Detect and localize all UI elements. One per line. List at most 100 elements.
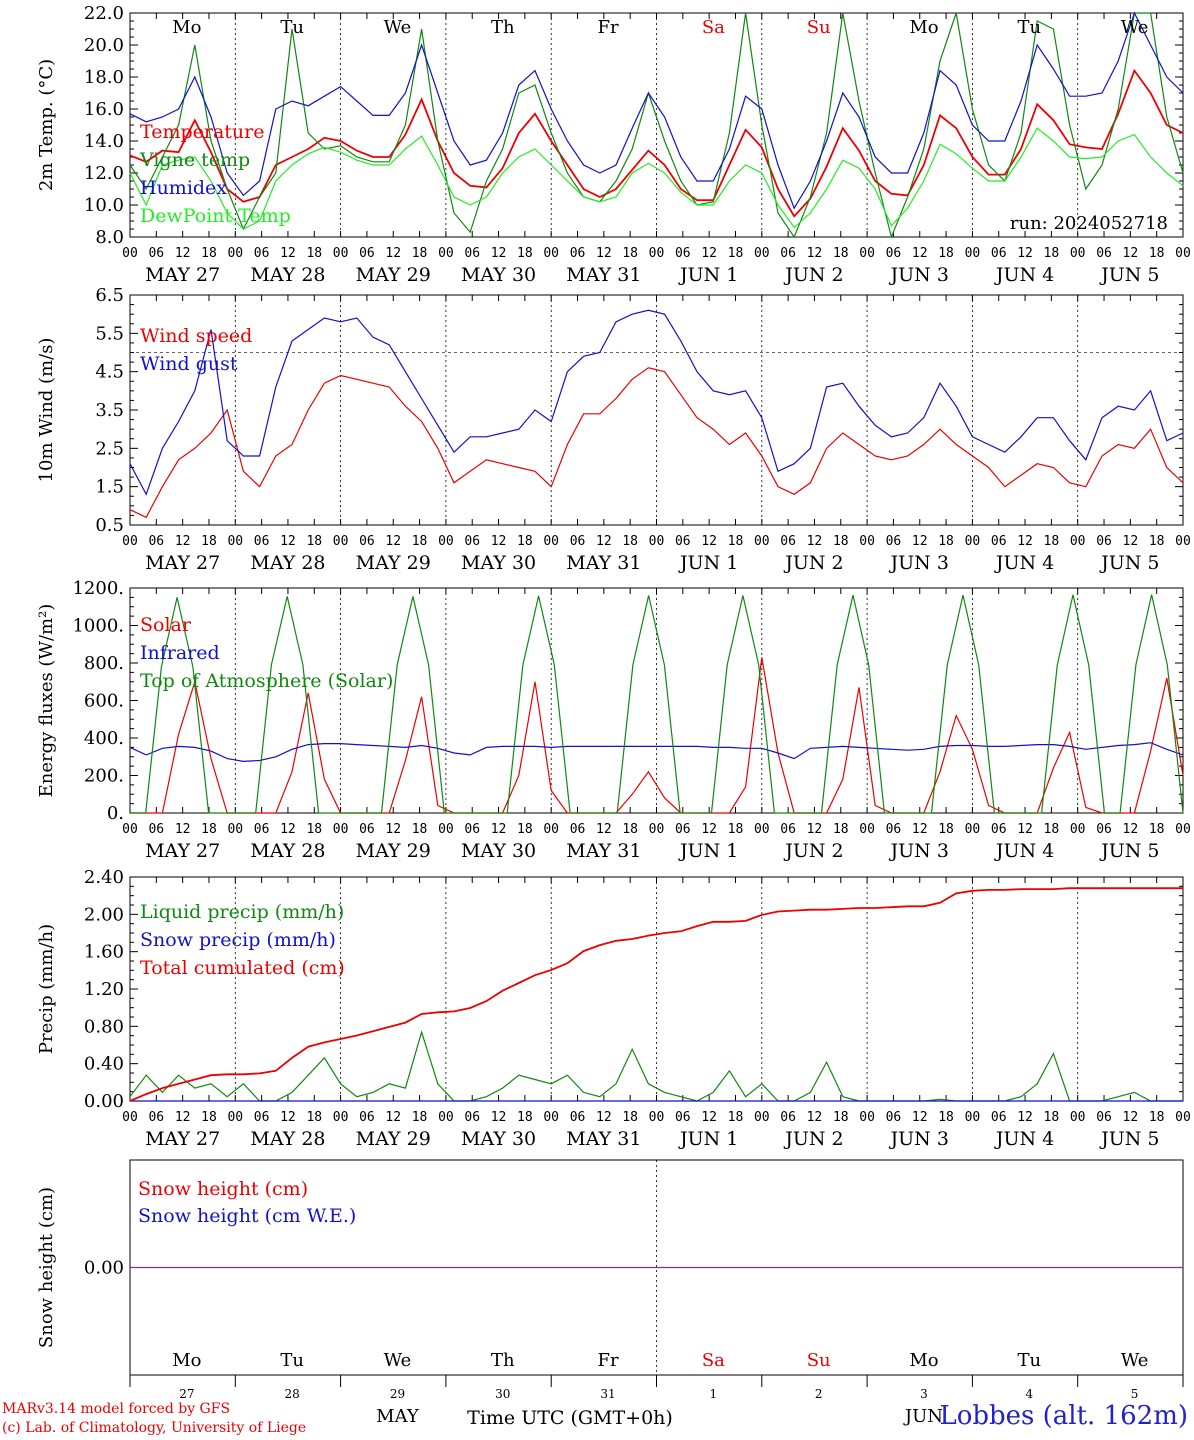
x-date-label: MAY 27 [145,264,220,286]
x-hour-label: 18 [306,534,322,549]
x-hour-label: 18 [1044,246,1060,261]
weekday-label: Su [807,1350,831,1371]
series-line-top-of-atmosphere-solar- [130,594,1184,814]
x-hour-label: 00 [1175,822,1191,837]
x-hour-label: 18 [938,1110,954,1125]
x-hour-label: 18 [306,822,322,837]
y-tick-label: 1.60 [84,942,124,963]
x-hour-label: 00 [1070,246,1086,261]
y-tick-label: 14.0 [84,131,124,152]
y-tick-label: 20.0 [84,35,124,56]
x-date-label: JUN 5 [1099,840,1159,862]
x-hour-label: 06 [1096,1110,1112,1125]
x-hour-label: 06 [991,822,1007,837]
weekday-label: Mo [909,17,938,38]
x-hour-label: 12 [807,1110,823,1125]
x-hour-label: 12 [385,1110,401,1125]
x-hour-label: 06 [780,1110,796,1125]
x-date-label: JUN 4 [994,552,1054,574]
legend-entry: Humidex [140,177,227,199]
x-date-label: MAY 31 [566,552,641,574]
x-hour-label: 06 [254,822,270,837]
x-hour-label: 06 [570,246,586,261]
y-tick-label: 8.0 [95,227,124,248]
x-hour-label: 18 [1149,534,1165,549]
x-hour-label: 18 [412,534,428,549]
x-hour-label: 00 [543,534,559,549]
y-axis-label: Snow height (cm) [36,1187,57,1348]
y-tick-label: 10.0 [84,195,124,216]
x-hour-label: 06 [780,246,796,261]
x-date-label: MAY 27 [145,552,220,574]
x-date-label: JUN 5 [1099,552,1159,574]
x-hour-label: 00 [122,822,138,837]
x-hour-label: 00 [438,534,454,549]
day-number-label: 5 [1131,1387,1139,1401]
x-hour-label: 00 [122,534,138,549]
y-axis-label: Precip (mm/h) [36,924,57,1054]
x-date-label: JUN 1 [678,552,738,574]
y-axis-label: 2m Temp. (°C) [36,59,57,191]
x-date-label: JUN 2 [783,840,843,862]
x-hour-label: 06 [254,246,270,261]
x-hour-label: 06 [1096,534,1112,549]
series-line-liquid-precip-mm-h- [129,1030,1183,1102]
x-hour-label: 06 [675,246,691,261]
x-hour-label: 18 [728,1110,744,1125]
weekday-label: Tu [280,17,304,38]
x-hour-label: 00 [965,534,981,549]
x-hour-label: 06 [254,534,270,549]
x-hour-label: 12 [280,534,296,549]
x-date-label: JUN 2 [783,552,843,574]
x-date-label: JUN 1 [678,840,738,862]
x-date-label: MAY 28 [250,1128,325,1150]
y-tick-label: 0. [107,803,124,824]
x-hour-label: 12 [280,1110,296,1125]
x-date-label: JUN 3 [889,552,949,574]
x-hour-label: 06 [464,1110,480,1125]
y-tick-label: 2.00 [84,904,124,925]
x-hour-label: 12 [1123,822,1139,837]
x-hour-label: 06 [570,1110,586,1125]
x-hour-label: 18 [306,246,322,261]
x-hour-label: 00 [122,1110,138,1125]
day-number-label: 31 [600,1387,615,1401]
station-name: Lobbes (alt. 162m) [939,1401,1188,1431]
x-hour-label: 12 [596,822,612,837]
y-tick-label: 2.40 [84,867,124,888]
x-hour-label: 12 [491,246,507,261]
day-number-label: 29 [390,1387,405,1401]
series-line-total-cumulated-cm- [129,887,1183,1102]
y-tick-label: 0.40 [84,1054,124,1075]
series-line-wind-speed [129,367,1184,519]
x-hour-label: 18 [1044,534,1060,549]
model-credit: MARv3.14 model forced by GFS [2,1401,231,1417]
legend-entry: Vigne temp [139,149,250,171]
x-hour-label: 00 [859,822,875,837]
x-hour-label: 12 [912,246,928,261]
x-hour-label: 06 [148,246,164,261]
y-tick-label: 6.5 [95,285,124,306]
weekday-label: Sa [702,17,725,38]
x-date-label: MAY 31 [566,1128,641,1150]
legend-entry: Top of Atmosphere (Solar) [140,670,393,692]
x-hour-label: 12 [1017,246,1033,261]
weekday-label: Tu [280,1350,304,1371]
x-hour-label: 00 [649,1110,665,1125]
x-hour-label: 18 [938,246,954,261]
x-hour-label: 00 [1175,534,1191,549]
x-hour-label: 12 [280,246,296,261]
panel-1: 8.0 10.0 12.0 14.0 16.0 18.0 20.0 22.0 2m Temp. … [36,3,1191,286]
x-hour-label: 06 [464,534,480,549]
x-hour-label: 00 [438,246,454,261]
x-hour-label: 18 [517,534,533,549]
x-date-label: MAY 29 [356,264,431,286]
x-hour-label: 00 [754,822,770,837]
y-tick-label: 22.0 [84,3,124,24]
x-hour-label: 06 [148,1110,164,1125]
x-hour-label: 18 [938,822,954,837]
x-hour-label: 12 [701,534,717,549]
x-hour-label: 06 [570,534,586,549]
weekday-label: Mo [172,1350,201,1371]
x-hour-label: 18 [517,822,533,837]
